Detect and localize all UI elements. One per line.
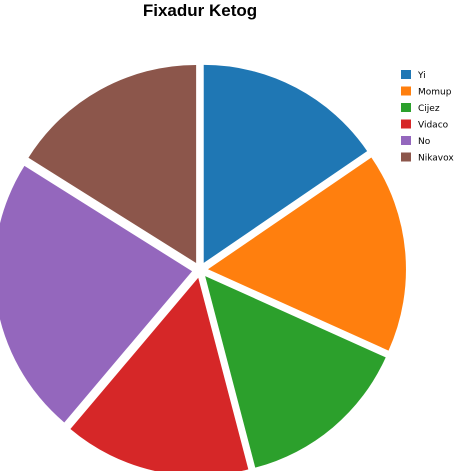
legend-swatch-no xyxy=(401,136,411,145)
pie-slice-cijez xyxy=(205,276,386,468)
pie-slice-vidaco xyxy=(70,277,249,471)
legend-swatch-momup xyxy=(401,86,411,96)
legend-swatch-vidaco xyxy=(401,119,411,129)
legend-label-no: No xyxy=(418,137,431,147)
pie-slice-momup xyxy=(207,157,406,351)
legend-label-nikavox: Nikavox xyxy=(418,154,454,164)
legend-label-momup: Momup xyxy=(418,88,452,98)
chart-title: Fixadur Ketog xyxy=(142,1,258,20)
pie-slice-nikavox xyxy=(28,64,197,263)
pie-slice-no xyxy=(0,165,193,423)
legend-label-cijez: Cijez xyxy=(418,104,440,114)
legend-swatch-cijez xyxy=(401,103,411,112)
legend-swatch-yi xyxy=(401,70,411,79)
legend-swatch-nikavox xyxy=(401,152,411,162)
legend-label-vidaco: Vidaco xyxy=(418,121,449,131)
pie-slices xyxy=(0,64,406,471)
legend-label-yi: Yi xyxy=(417,71,426,81)
pie-slice-yi xyxy=(203,64,368,263)
legend: Yi Momup Cijez Vidaco No Nikavox xyxy=(401,70,454,164)
